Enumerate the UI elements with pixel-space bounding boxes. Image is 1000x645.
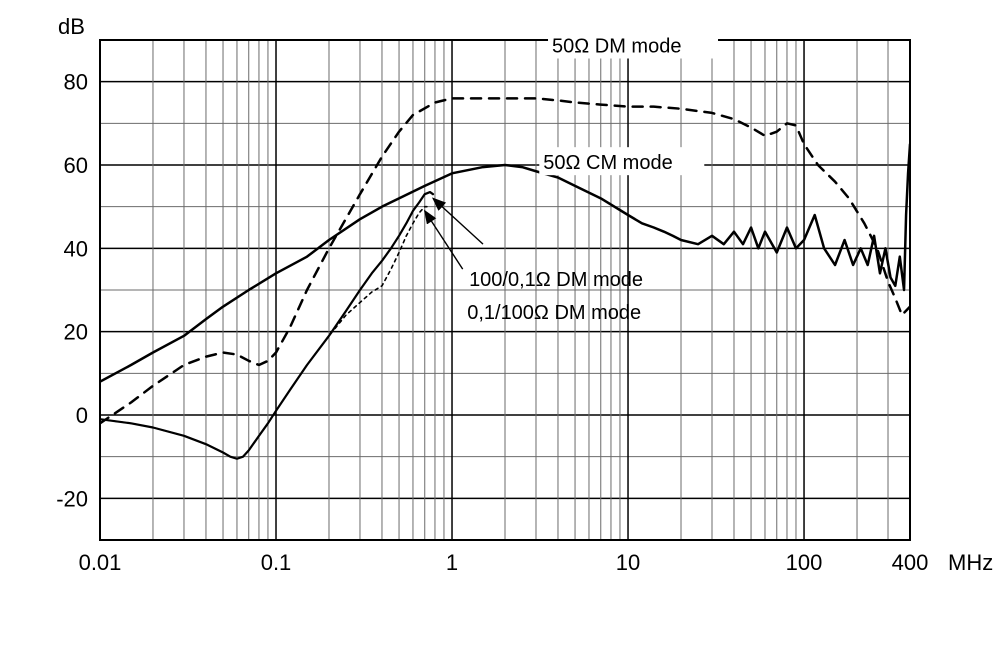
chart-container: 50Ω DM mode 50Ω CM mode 100/0,1Ω DM mode 0,…: [0, 0, 1000, 645]
label-lbl_cm50: 50Ω CM mode: [543, 152, 672, 174]
y-tick-label: 60: [64, 153, 88, 178]
x-tick-label: 10: [616, 550, 640, 575]
x-tick-label: 1: [446, 550, 458, 575]
y-tick-label: 40: [64, 236, 88, 261]
label-lbl_dm10001: 100/0,1Ω DM mode: [469, 269, 643, 291]
y-tick-label: 20: [64, 320, 88, 345]
x-tick-label: 400: [892, 550, 929, 575]
y-axis-unit: dB: [58, 14, 85, 39]
x-axis-unit: MHz: [948, 550, 993, 575]
chart-svg: 50Ω DM mode 50Ω CM mode 100/0,1Ω DM mode 0,…: [0, 0, 1000, 645]
x-tick-label: 0.01: [79, 550, 122, 575]
y-tick-label: 0: [76, 403, 88, 428]
label-lbl_dm01100: 0,1/100Ω DM mode: [467, 302, 641, 324]
x-tick-label: 0.1: [261, 550, 292, 575]
x-tick-label: 100: [786, 550, 823, 575]
label-lbl_dm50: 50Ω DM mode: [552, 36, 681, 58]
y-tick-label: -20: [56, 486, 88, 511]
y-tick-label: 80: [64, 70, 88, 95]
